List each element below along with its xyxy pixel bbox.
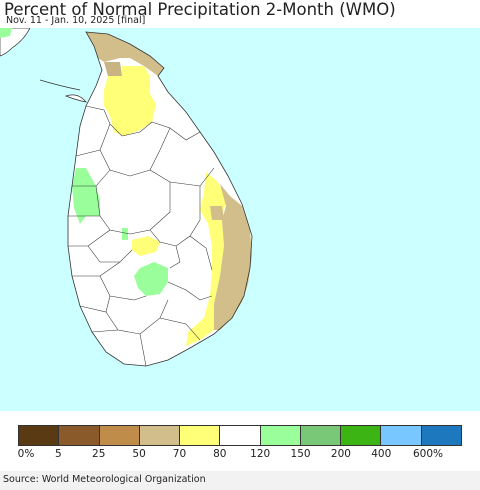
mannar-island	[64, 94, 87, 103]
legend-swatch	[300, 426, 342, 445]
legend-tick-label: 200	[330, 448, 351, 460]
east-tan-area	[214, 184, 252, 330]
legend-swatch	[421, 426, 461, 445]
india-green-patch	[0, 28, 12, 38]
footer: Source: World Meteorological Organizatio…	[0, 471, 480, 490]
map-svg	[0, 27, 480, 411]
legend-tick-label: 600%	[412, 448, 444, 460]
map-title: Percent of Normal Precipitation 2-Month …	[4, 0, 396, 19]
precipitation-map	[0, 27, 480, 411]
map-subtitle: Nov. 11 - Jan. 10, 2025 [final]	[6, 15, 146, 26]
sri-lanka-coastline	[67, 31, 253, 367]
legend-tick-label: 50	[132, 448, 146, 460]
legend-tick-label: 0%	[17, 448, 35, 460]
legend-tick-label: 5	[55, 448, 62, 460]
legend-tick-label: 120	[250, 448, 271, 460]
central-green-patch	[122, 228, 128, 240]
jaffna-tan-area	[86, 32, 164, 76]
legend-tick-label: 70	[172, 448, 187, 460]
legend-swatch	[341, 426, 382, 445]
source-text: Source: World Meteorological Organizatio…	[3, 474, 206, 485]
legend-swatch	[139, 426, 181, 445]
central-yellow-area	[132, 236, 160, 256]
legend-swatch	[260, 426, 301, 445]
legend-swatch	[180, 426, 221, 445]
hills-green-area	[134, 262, 168, 296]
legend-tick-label: 25	[92, 448, 106, 460]
east-tan-inlet	[210, 206, 224, 220]
adams-bridge	[39, 79, 81, 91]
north-yellow-area	[104, 66, 156, 136]
west-green-area	[72, 168, 100, 224]
legend-swatch	[220, 426, 261, 445]
legend-swatch	[59, 426, 100, 445]
district-boundaries	[68, 105, 215, 367]
legend-tick-label: 400	[371, 448, 392, 460]
legend-bar	[18, 425, 462, 446]
legend-tick-label: 150	[290, 448, 311, 460]
legend-swatch	[381, 426, 422, 445]
legend-swatch	[99, 426, 140, 445]
legend-tick-label: 80	[213, 448, 227, 460]
legend-swatch	[19, 426, 60, 445]
jaffna-brown-area	[104, 62, 122, 76]
